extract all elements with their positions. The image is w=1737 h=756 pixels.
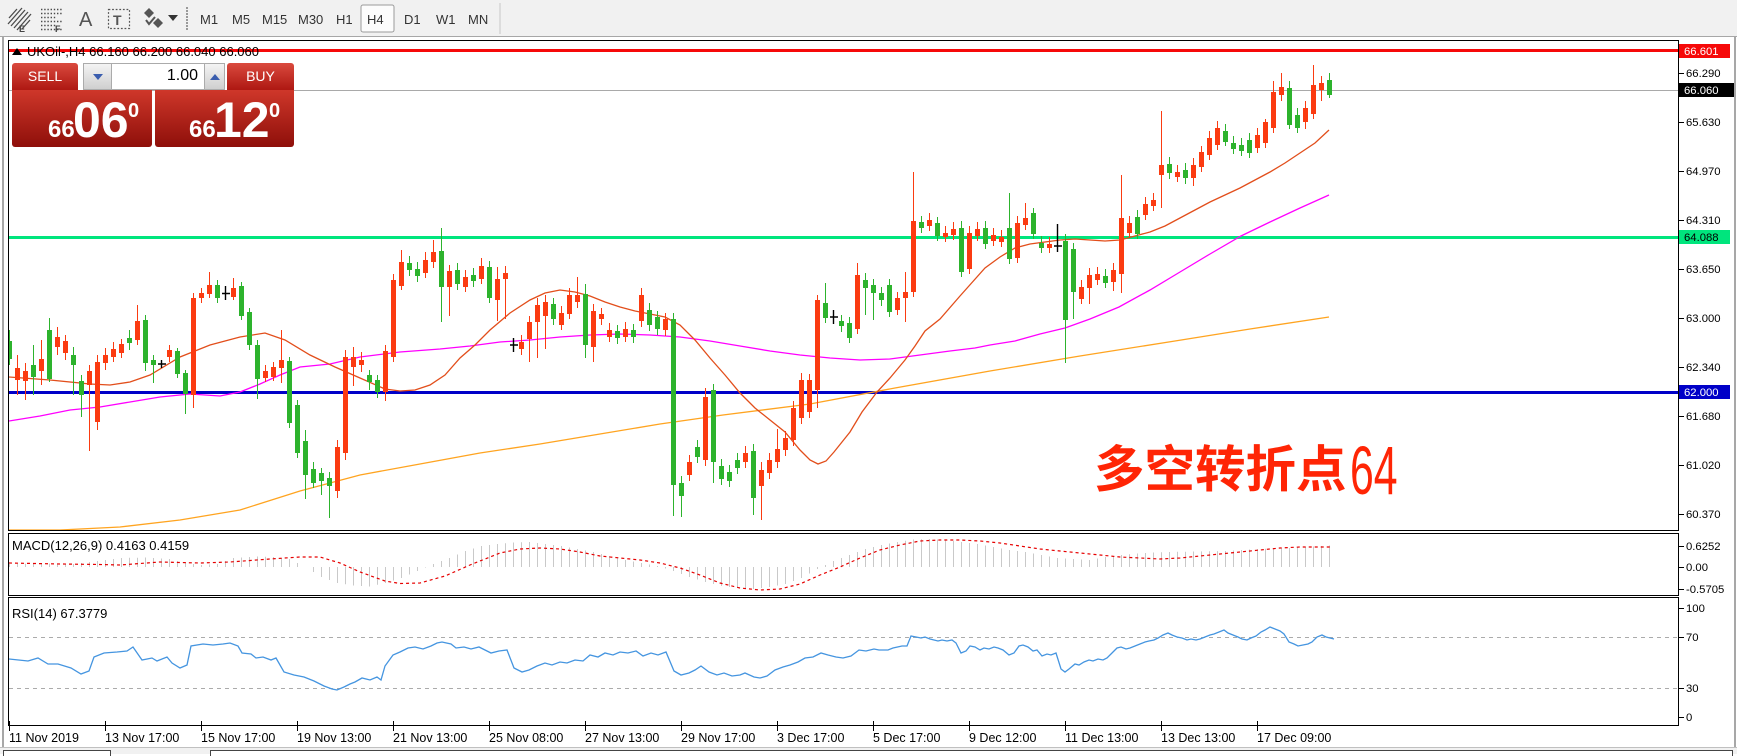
svg-text:RSI(14) 67.3779: RSI(14) 67.3779 [12, 606, 107, 621]
svg-text:64.970: 64.970 [1686, 166, 1721, 178]
svg-text:66.060: 66.060 [1684, 85, 1719, 97]
svg-text:19 Nov 13:00: 19 Nov 13:00 [297, 731, 371, 745]
svg-text:30: 30 [1686, 683, 1699, 695]
svg-text:17 Dec 09:00: 17 Dec 09:00 [1257, 731, 1331, 745]
svg-text:M5: M5 [232, 12, 250, 27]
svg-text:UKOil-,H4 66.160 66.200 66.04: UKOil-,H4 66.160 66.200 66.040 66.060 [27, 44, 259, 59]
svg-text:M30: M30 [298, 12, 323, 27]
svg-text:11 Nov 2019: 11 Nov 2019 [9, 731, 79, 745]
svg-text:63.650: 63.650 [1686, 264, 1721, 276]
svg-text:100: 100 [1686, 603, 1705, 615]
svg-text:T: T [113, 12, 122, 28]
svg-text:61.020: 61.020 [1686, 460, 1721, 472]
svg-text:5 Dec 17:00: 5 Dec 17:00 [873, 731, 940, 745]
svg-text:64.088: 64.088 [1684, 232, 1719, 244]
svg-text:0.00: 0.00 [1686, 562, 1708, 574]
svg-text:D1: D1 [404, 12, 421, 27]
svg-text:9 Dec 12:00: 9 Dec 12:00 [969, 731, 1036, 745]
svg-text:15 Nov 17:00: 15 Nov 17:00 [201, 731, 275, 745]
svg-text:M1: M1 [200, 12, 218, 27]
svg-text:25 Nov 08:00: 25 Nov 08:00 [489, 731, 563, 745]
svg-text:W1: W1 [436, 12, 456, 27]
svg-text:11 Dec 13:00: 11 Dec 13:00 [1065, 731, 1138, 745]
svg-text:62.000: 62.000 [1684, 387, 1719, 399]
svg-text:A: A [79, 9, 93, 31]
svg-text:MACD(12,26,9) 0.4163 0.4159: MACD(12,26,9) 0.4163 0.4159 [12, 538, 189, 553]
svg-text:64.310: 64.310 [1686, 215, 1721, 227]
svg-text:29 Nov 17:00: 29 Nov 17:00 [681, 731, 755, 745]
svg-text:0.6252: 0.6252 [1686, 541, 1721, 553]
svg-text:MN: MN [468, 12, 488, 27]
svg-text:60.370: 60.370 [1686, 509, 1721, 521]
svg-text:66.290: 66.290 [1686, 68, 1721, 80]
svg-text:E: E [19, 24, 25, 34]
svg-text:62.340: 62.340 [1686, 362, 1721, 374]
svg-text:F: F [55, 24, 61, 34]
svg-text:21 Nov 13:00: 21 Nov 13:00 [393, 731, 467, 745]
svg-text:63.000: 63.000 [1686, 313, 1721, 325]
svg-text:65.630: 65.630 [1686, 117, 1721, 129]
svg-text:13 Dec 13:00: 13 Dec 13:00 [1161, 731, 1235, 745]
svg-text:0: 0 [1686, 712, 1692, 724]
svg-text:3 Dec 17:00: 3 Dec 17:00 [777, 731, 844, 745]
svg-text:70: 70 [1686, 632, 1699, 644]
svg-text:H1: H1 [336, 12, 353, 27]
svg-text:-0.5705: -0.5705 [1686, 584, 1724, 596]
svg-text:66.601: 66.601 [1684, 46, 1719, 58]
svg-text:27 Nov 13:00: 27 Nov 13:00 [585, 731, 659, 745]
svg-text:61.680: 61.680 [1686, 411, 1721, 423]
svg-text:64: 64 [1350, 433, 1398, 510]
svg-text:M15: M15 [262, 12, 287, 27]
svg-text:13 Nov 17:00: 13 Nov 17:00 [105, 731, 179, 745]
svg-text:H4: H4 [367, 12, 384, 27]
